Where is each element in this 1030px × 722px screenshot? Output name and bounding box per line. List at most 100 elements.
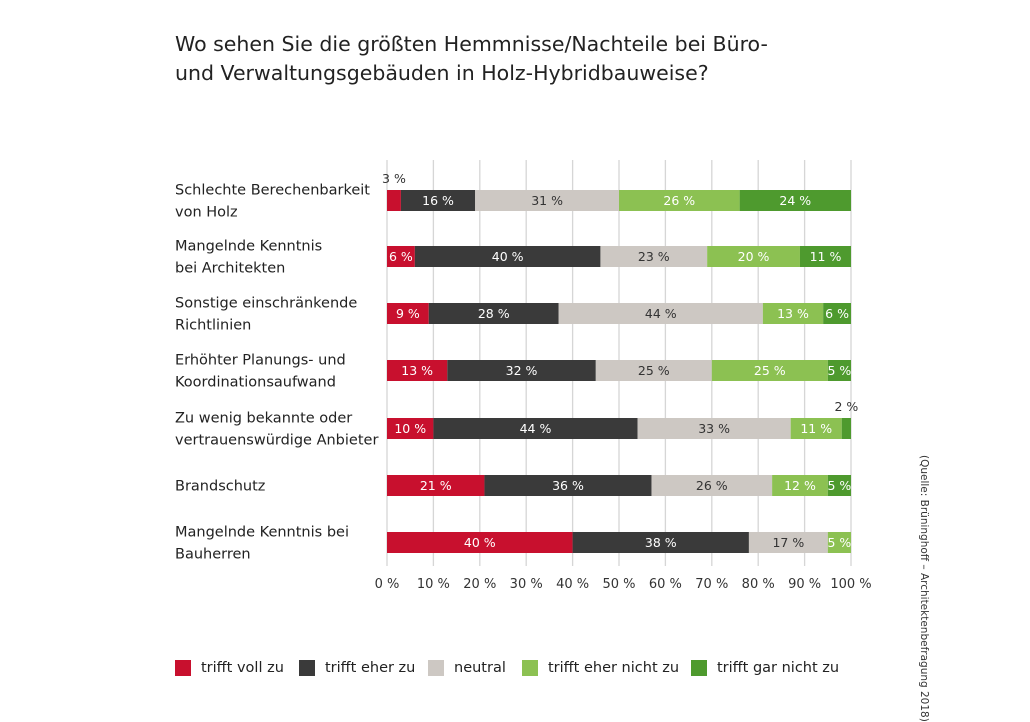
data-label: 40 % (464, 535, 496, 550)
x-tick-label: 0 % (375, 577, 400, 592)
bar-segment (387, 303, 429, 324)
bar-segment (827, 475, 851, 496)
category-label: Mangelnde Kenntnis (175, 239, 322, 255)
bar-segment (823, 303, 851, 324)
data-label: 32 % (506, 363, 538, 378)
category-label: Richtlinien (175, 318, 251, 334)
bar-segment (400, 190, 476, 211)
data-label: 17 % (772, 535, 804, 550)
category-label: Mangelnde Kenntnis bei (175, 525, 349, 541)
data-label: 11 % (800, 421, 832, 436)
data-label: 6 % (825, 306, 849, 321)
x-tick-label: 60 % (649, 577, 682, 592)
data-label: 25 % (638, 363, 670, 378)
bar-segment (619, 190, 740, 211)
bar-segment (387, 360, 448, 381)
legend-swatch (428, 660, 444, 676)
category-label: Koordinationsaufwand (175, 375, 336, 391)
legend-item-trifft-gar-nicht-zu: trifft gar nicht zu (691, 660, 839, 676)
data-label: 21 % (420, 478, 452, 493)
category-label: Schlechte Berechenbarkeit (175, 183, 370, 199)
data-label: 5 % (827, 363, 851, 378)
data-label: 33 % (698, 421, 730, 436)
bar-segment (447, 360, 596, 381)
legend-item-neutral: neutral (428, 660, 506, 676)
bar-segment (558, 303, 763, 324)
bar-segment (799, 246, 851, 267)
data-label: 25 % (754, 363, 786, 378)
chart-title-line-1: Wo sehen Sie die größten Hemmnisse/Nacht… (175, 32, 768, 56)
bar-segment (387, 418, 434, 439)
bar-segment (475, 190, 619, 211)
legend-label: trifft eher nicht zu (548, 660, 680, 676)
bar-segment (484, 475, 652, 496)
legend-label: trifft gar nicht zu (717, 660, 840, 676)
bar-segment (711, 360, 828, 381)
category-label: Sonstige einschränkende (175, 296, 357, 312)
data-label: 20 % (738, 249, 770, 264)
data-label: 26 % (696, 478, 728, 493)
category-label: vertrauenswürdige Anbieter (175, 433, 378, 449)
legend-label: trifft eher zu (325, 660, 416, 676)
data-label: 13 % (401, 363, 433, 378)
legend-item-trifft-eher-nicht-zu: trifft eher nicht zu (522, 660, 679, 676)
bar-segment (827, 360, 851, 381)
legend-item-trifft-eher-zu: trifft eher zu (299, 660, 415, 676)
data-label: 28 % (478, 306, 510, 321)
data-label: 44 % (520, 421, 552, 436)
bar-segment (572, 532, 749, 553)
x-tick-label: 40 % (556, 577, 589, 592)
x-tick-label: 50 % (602, 577, 635, 592)
legend-item-trifft-voll-zu: trifft voll zu (175, 660, 284, 676)
x-tick-label: 10 % (417, 577, 450, 592)
category-label: Erhöhter Planungs- und (175, 353, 346, 369)
x-tick-label: 80 % (742, 577, 775, 592)
x-tick-label: 30 % (510, 577, 543, 592)
legend-swatch (691, 660, 707, 676)
data-label: 3 % (382, 171, 406, 186)
x-tick-label: 70 % (695, 577, 728, 592)
bar-segment (827, 532, 851, 553)
data-label: 11 % (810, 249, 842, 264)
category-label: Bauherren (175, 547, 251, 563)
data-label: 44 % (645, 306, 677, 321)
bar-segment (428, 303, 559, 324)
bar-segment (772, 475, 828, 496)
bar-segment (414, 246, 601, 267)
data-label: 24 % (779, 193, 811, 208)
source-text: (Quelle: Brüninghoff – Architektenbefrag… (918, 455, 930, 722)
bar-segment (387, 246, 415, 267)
bar-segment (707, 246, 800, 267)
data-label: 12 % (784, 478, 816, 493)
data-label: 38 % (645, 535, 677, 550)
data-label: 31 % (531, 193, 563, 208)
bar-segment (651, 475, 773, 496)
bar-segment (637, 418, 791, 439)
data-label: 26 % (663, 193, 695, 208)
data-label: 9 % (396, 306, 420, 321)
bar-segment (387, 475, 485, 496)
legend-label: trifft voll zu (201, 660, 284, 676)
category-label: von Holz (175, 205, 238, 221)
bar-segment (600, 246, 708, 267)
data-label: 13 % (777, 306, 809, 321)
legend-label: neutral (454, 660, 506, 676)
bar-segment (433, 418, 638, 439)
data-label: 5 % (827, 535, 851, 550)
data-label: 23 % (638, 249, 670, 264)
bar-segment (739, 190, 851, 211)
bar-segment (790, 418, 842, 439)
x-tick-label: 100 % (830, 577, 871, 592)
bar-segment (595, 360, 712, 381)
data-label: 5 % (827, 478, 851, 493)
bar-segment (762, 303, 824, 324)
chart-title: Wo sehen Sie die größten Hemmnisse/Nacht… (175, 30, 815, 88)
bar-segment (841, 418, 851, 439)
chart-title-line-2: und Verwaltungsgebäuden in Holz-Hybridba… (175, 61, 709, 85)
data-label: 10 % (394, 421, 426, 436)
data-label: 36 % (552, 478, 584, 493)
category-label: Zu wenig bekannte oder (175, 411, 352, 427)
data-label: 16 % (422, 193, 454, 208)
legend-swatch (299, 660, 315, 676)
